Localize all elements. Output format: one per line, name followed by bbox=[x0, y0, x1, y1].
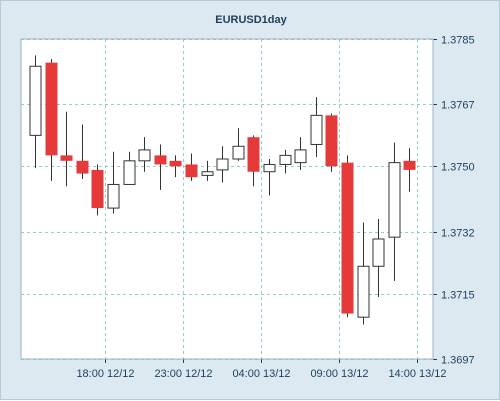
candle bbox=[138, 137, 151, 172]
chart-title: EURUSD1day bbox=[215, 14, 287, 26]
candle-body-up bbox=[123, 160, 136, 185]
candle bbox=[60, 111, 73, 187]
candle-body-up bbox=[294, 149, 307, 164]
candle bbox=[216, 146, 229, 183]
y-tick-label: 1.3732 bbox=[441, 228, 475, 240]
x-tick-label: 23:00 12/12 bbox=[154, 368, 212, 380]
candle-body-up bbox=[263, 163, 276, 173]
candle bbox=[294, 137, 307, 170]
y-tick-label: 1.3785 bbox=[441, 35, 475, 47]
candle bbox=[201, 160, 214, 181]
axis-layer: 1.3785 1.3767 1.3750 1.3732 1.3715 1.3697 18:0… bbox=[76, 35, 474, 381]
candle bbox=[169, 155, 182, 178]
candle bbox=[357, 222, 370, 325]
candle-body-up bbox=[232, 145, 245, 160]
candle-body-down bbox=[341, 162, 354, 314]
candle-body-up bbox=[216, 158, 229, 171]
candle-body-up bbox=[29, 65, 42, 136]
candle bbox=[403, 148, 416, 192]
candle-body-down bbox=[169, 160, 182, 167]
x-tick-label: 18:00 12/12 bbox=[76, 368, 134, 380]
y-tick-label: 1.3767 bbox=[441, 100, 475, 112]
candle-layer bbox=[29, 55, 416, 325]
candle-body-down bbox=[60, 155, 73, 161]
candle bbox=[91, 164, 104, 216]
candle-body-down bbox=[247, 137, 260, 172]
candle-body-up bbox=[107, 183, 120, 209]
candle bbox=[388, 142, 401, 281]
candle bbox=[372, 219, 385, 298]
x-tick-label: 14:00 13/12 bbox=[388, 368, 446, 380]
x-tick-label: 04:00 13/12 bbox=[232, 368, 290, 380]
candle bbox=[232, 128, 245, 161]
candle bbox=[123, 151, 136, 185]
candle bbox=[247, 135, 260, 187]
candle-body-down bbox=[91, 169, 104, 209]
candle bbox=[45, 59, 58, 181]
candle bbox=[76, 124, 89, 179]
candle-body-up bbox=[372, 238, 385, 267]
y-tick-label: 1.3750 bbox=[441, 162, 475, 174]
candle bbox=[154, 144, 167, 190]
candle-body-up bbox=[388, 162, 401, 238]
candle-body-down bbox=[185, 164, 198, 178]
candle-body-down bbox=[403, 160, 416, 170]
candle-body-down bbox=[325, 115, 338, 167]
candle-body-down bbox=[154, 155, 167, 165]
candle-body-down bbox=[45, 62, 58, 156]
y-tick-label: 1.3715 bbox=[441, 290, 475, 302]
candle-body-up bbox=[310, 114, 323, 145]
plot-area bbox=[21, 39, 433, 359]
candle-body-up bbox=[201, 171, 214, 176]
x-tick-label: 09:00 13/12 bbox=[310, 368, 368, 380]
candle bbox=[29, 55, 42, 169]
candle-body-up bbox=[138, 149, 151, 162]
candle bbox=[185, 153, 198, 181]
candle bbox=[341, 155, 354, 318]
candle-body-up bbox=[279, 154, 292, 165]
candle bbox=[107, 151, 120, 214]
candle bbox=[310, 97, 323, 158]
candle bbox=[325, 113, 338, 172]
candle-body-up bbox=[357, 265, 370, 318]
candle-body-down bbox=[76, 160, 89, 174]
plot-border bbox=[20, 38, 434, 360]
y-tick-label: 1.3697 bbox=[441, 355, 475, 367]
candle bbox=[279, 149, 292, 174]
candle bbox=[263, 159, 276, 196]
